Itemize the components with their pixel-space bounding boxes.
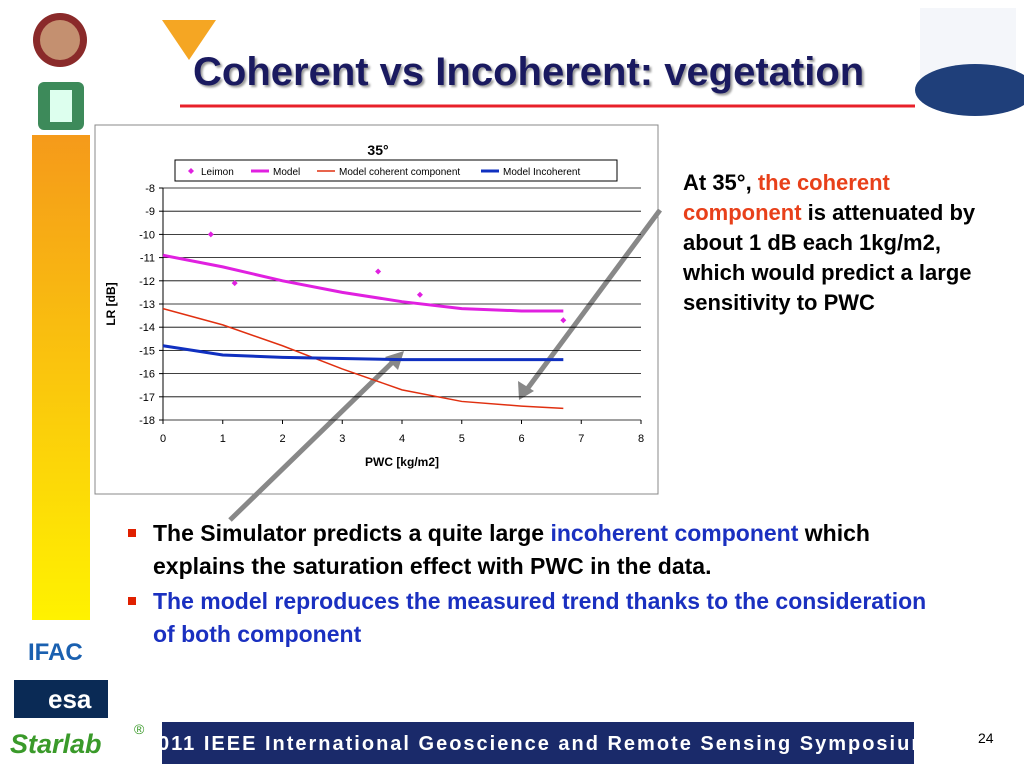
y-tick-label: -15 (139, 345, 155, 357)
university-seal-inner (40, 20, 80, 60)
title-triangle (162, 20, 216, 60)
y-tick-label: -18 (139, 415, 155, 427)
y-axis-label: LR [dB] (104, 282, 118, 325)
registered-mark: ® (134, 721, 145, 737)
data-point (207, 231, 214, 238)
university-logo-inner (50, 90, 72, 122)
arrow (228, 353, 402, 522)
bullet-text: The Simulator predicts a quite large (153, 520, 551, 546)
data-point (560, 317, 567, 324)
legend-marker (188, 168, 194, 174)
side-bar (32, 135, 90, 620)
arrow (519, 208, 663, 398)
esa-logo: esa (48, 684, 92, 714)
x-axis-label: PWC [kg/m2] (365, 455, 439, 469)
annotation-text: At 35°, (683, 170, 758, 195)
y-tick-label: -16 (139, 369, 155, 381)
annotation-highlight: the coherent component (683, 170, 890, 225)
bullet-list: The Simulator predicts a quite large inc… (128, 517, 928, 653)
bullet-text: which explains the saturation effect wit… (153, 520, 870, 579)
bullet-highlight: incoherent component (550, 520, 799, 546)
starlab-logo: Starlab (10, 729, 102, 759)
arrow-head (518, 381, 534, 400)
legend-label: Model Incoherent (503, 167, 580, 178)
y-tick-label: -12 (139, 276, 155, 288)
data-point (416, 291, 423, 298)
y-tick-label: -10 (139, 229, 155, 241)
x-tick-label: 0 (160, 433, 166, 445)
footer-banner (162, 722, 914, 764)
slide-title: Coherent vs Incoherent: vegetation (193, 50, 865, 94)
earth-image (915, 64, 1024, 116)
y-tick-label: -9 (145, 206, 155, 218)
annotation-text: is attenuated by about 1 dB each 1kg/m2,… (683, 200, 976, 315)
y-tick-label: -8 (145, 183, 155, 195)
x-tick-label: 1 (220, 433, 226, 445)
x-tick-label: 7 (578, 433, 584, 445)
x-tick-label: 2 (279, 433, 285, 445)
series-line (162, 253, 564, 313)
chart-frame (94, 124, 659, 495)
bullet: The model reproduces the measured trend … (128, 585, 928, 651)
legend-box (174, 159, 618, 182)
y-tick-label: -14 (139, 322, 155, 334)
x-tick-label: 4 (399, 433, 405, 445)
esa-logo-bg (14, 680, 108, 718)
annotation: At 35°, the coherent component is attenu… (683, 168, 993, 318)
y-tick-label: -17 (139, 392, 155, 404)
x-tick-label: 3 (339, 433, 345, 445)
data-point (375, 268, 382, 275)
legend-label: Model (273, 167, 300, 178)
series-line (162, 307, 564, 410)
data-point (231, 280, 238, 287)
legend-label: Leimon (201, 167, 234, 178)
y-tick-label: -13 (139, 299, 155, 311)
ifac-logo: IFAC (28, 639, 83, 666)
x-tick-label: 8 (638, 433, 644, 445)
bullet-text: The model reproduces the measured trend … (153, 588, 927, 647)
bullet: The Simulator predicts a quite large inc… (128, 517, 928, 583)
series-line (162, 344, 564, 362)
x-tick-label: 6 (518, 433, 524, 445)
chart-title: 35° (367, 142, 388, 158)
page-number: 24 (978, 730, 994, 746)
y-tick-label: -11 (140, 253, 155, 265)
x-tick-label: 5 (459, 433, 465, 445)
legend-label: Model coherent component (339, 167, 460, 178)
footer-text: 2011 IEEE International Geoscience and R… (145, 733, 931, 755)
